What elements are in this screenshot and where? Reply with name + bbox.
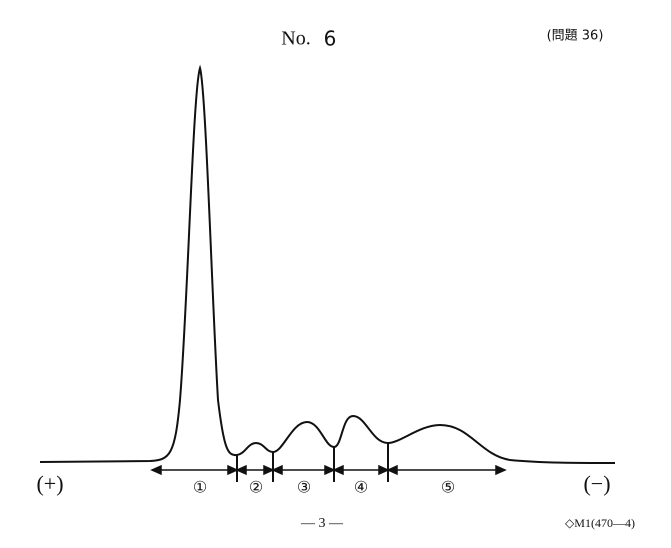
page-number: — 3 — xyxy=(300,516,344,531)
header-number: 6 xyxy=(324,27,337,51)
header-prefix: No. xyxy=(281,28,310,50)
range-arrows xyxy=(150,464,507,476)
cathode-label: (−) xyxy=(583,471,610,496)
question-number: (問題 36) xyxy=(547,29,604,44)
fraction-label: ② xyxy=(249,480,263,497)
divider-lines xyxy=(236,443,389,482)
electrophoresis-curve xyxy=(39,64,616,464)
fraction-label: ③ xyxy=(297,480,311,497)
fraction-label: ⑤ xyxy=(441,480,455,497)
fraction-label: ① xyxy=(193,480,207,497)
anode-label: (+) xyxy=(36,471,63,496)
fraction-label: ④ xyxy=(354,480,368,497)
document-code: ◇M1(470—4) xyxy=(565,516,635,530)
